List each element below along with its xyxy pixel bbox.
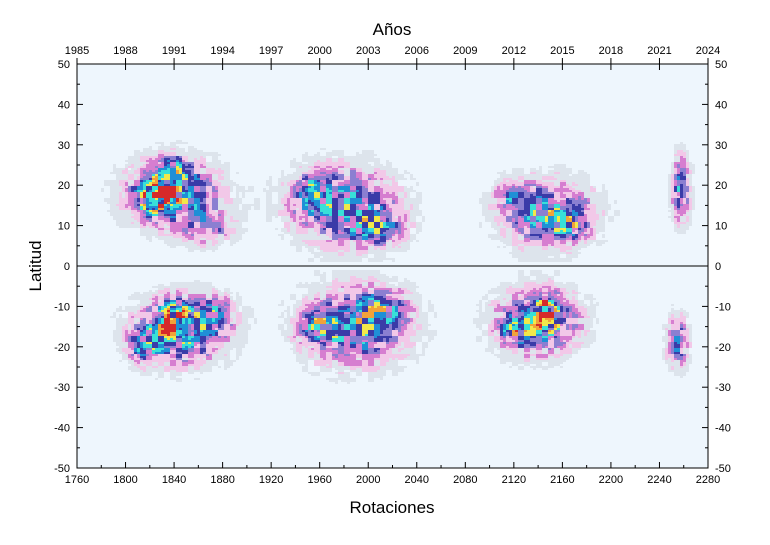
x-tick-label: 1800 xyxy=(113,474,137,486)
x-tick-label: 2200 xyxy=(599,474,623,486)
y-tick-label: 10 xyxy=(58,221,70,233)
x2-tick-label: 2024 xyxy=(696,45,720,57)
x2-tick-label: 2012 xyxy=(502,45,526,57)
y-tick-label-right: 0 xyxy=(715,261,721,273)
x-tick-label: 1760 xyxy=(65,474,89,486)
x-tick-label: 1920 xyxy=(259,474,283,486)
y-tick-label-right: 10 xyxy=(715,221,727,233)
x2-tick-label: 1997 xyxy=(259,45,283,57)
y-tick-label: -40 xyxy=(54,423,70,435)
y-tick-label: 0 xyxy=(64,261,70,273)
x2-tick-label: 2021 xyxy=(647,45,671,57)
y-tick-label: 50 xyxy=(58,59,70,71)
x2-tick-label: 2000 xyxy=(307,45,331,57)
x2-tick-label: 1991 xyxy=(162,45,186,57)
x2-tick-label: 1988 xyxy=(113,45,137,57)
x-tick-label: 2280 xyxy=(696,474,720,486)
x-tick-label: 2120 xyxy=(502,474,526,486)
y-tick-label: -10 xyxy=(54,301,70,313)
x-tick-label: 2080 xyxy=(453,474,477,486)
y-tick-label: 40 xyxy=(58,99,70,111)
x2-tick-label: 2009 xyxy=(453,45,477,57)
x-tick-label: 2000 xyxy=(356,474,380,486)
x-tick-label: 1960 xyxy=(307,474,331,486)
y-tick-label-right: -50 xyxy=(715,463,731,475)
y-tick-label-right: 20 xyxy=(715,180,727,192)
x2-tick-label: 1994 xyxy=(210,45,234,57)
y-axis-title: Latitud xyxy=(26,240,45,291)
y-tick-label-right: -10 xyxy=(715,301,731,313)
y-tick-label: -20 xyxy=(54,342,70,354)
y-tick-label-right: 50 xyxy=(715,59,727,71)
x-tick-label: 1880 xyxy=(210,474,234,486)
y-tick-label: -30 xyxy=(54,382,70,394)
x-axis-title: Rotaciones xyxy=(349,498,434,517)
y-tick-label-right: 30 xyxy=(715,140,727,152)
y-tick-label: 30 xyxy=(58,140,70,152)
x2-tick-label: 2015 xyxy=(550,45,574,57)
x-tick-label: 1840 xyxy=(162,474,186,486)
x2-tick-label: 1985 xyxy=(65,45,89,57)
x2-tick-label: 2006 xyxy=(405,45,429,57)
x2-tick-label: 2003 xyxy=(356,45,380,57)
x-tick-label: 2040 xyxy=(405,474,429,486)
x-tick-label: 2160 xyxy=(550,474,574,486)
y-tick-label-right: -40 xyxy=(715,423,731,435)
x2-axis-title: Años xyxy=(373,20,412,39)
y-tick-label: 20 xyxy=(58,180,70,192)
x-tick-label: 2240 xyxy=(647,474,671,486)
y-tick-label-right: -30 xyxy=(715,382,731,394)
y-tick-label-right: -20 xyxy=(715,342,731,354)
y-tick-label-right: 40 xyxy=(715,99,727,111)
y-tick-label: -50 xyxy=(54,463,70,475)
x2-tick-label: 2018 xyxy=(599,45,623,57)
